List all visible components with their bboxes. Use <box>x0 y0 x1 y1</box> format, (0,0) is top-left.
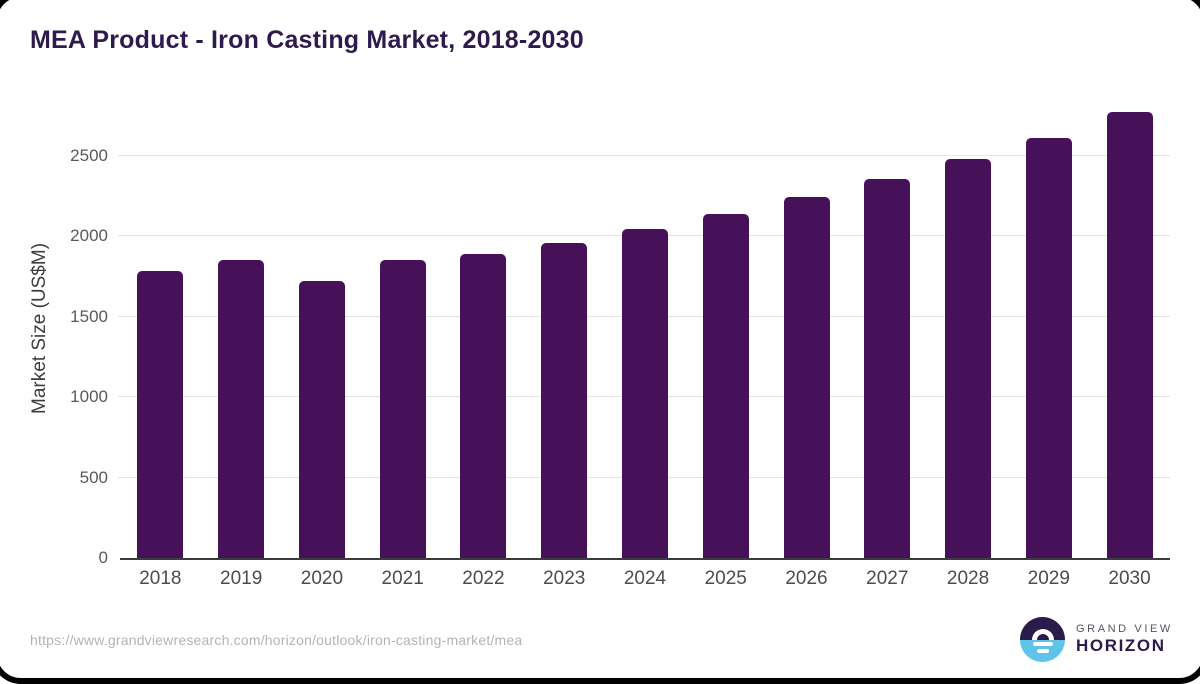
logo-horizon-text: HORIZON <box>1076 636 1166 656</box>
bar-2022 <box>460 254 507 558</box>
bar-column-2029 <box>1008 98 1089 558</box>
bar-column-2028 <box>928 98 1009 558</box>
bar-column-2030 <box>1089 98 1170 558</box>
bar-2028 <box>945 159 992 558</box>
bar-column-2021 <box>362 98 443 558</box>
y-tick-label-500: 500 <box>79 467 108 487</box>
source-url: https://www.grandviewresearch.com/horizo… <box>30 632 523 648</box>
sun-arch-icon <box>1031 628 1054 640</box>
reflection-bar-icon <box>1036 648 1049 653</box>
bars-container <box>120 98 1170 558</box>
x-tick-label-2029: 2029 <box>1027 568 1070 589</box>
x-tick-label-2021: 2021 <box>381 568 424 589</box>
y-tick-label-1500: 1500 <box>70 306 108 326</box>
bar-column-2026 <box>766 98 847 558</box>
gridline-2500 <box>118 154 1170 156</box>
bar-column-2022 <box>443 98 524 558</box>
bar-column-2027 <box>847 98 928 558</box>
reflection-bar-icon <box>1032 641 1053 646</box>
x-tick-label-2028: 2028 <box>946 568 990 589</box>
logo-grand-view-text: GRAND VIEW <box>1076 623 1173 636</box>
x-tick-label-2030: 2030 <box>1108 568 1151 589</box>
y-tick-label-1000: 1000 <box>70 387 108 407</box>
bar-2024 <box>621 229 668 558</box>
bar-2025 <box>702 213 749 558</box>
bar-2018 <box>137 270 184 558</box>
bar-column-2023 <box>524 98 605 558</box>
sunrise-logo-icon <box>1020 617 1065 662</box>
bar-column-2024 <box>605 98 686 558</box>
bar-column-2020 <box>282 98 363 558</box>
bar-2026 <box>783 196 830 558</box>
x-tick-label-2024: 2024 <box>623 568 667 589</box>
grandview-horizon-logo: GRAND VIEW HORIZON <box>1020 617 1173 662</box>
x-tick-label-2020: 2020 <box>300 568 344 589</box>
y-tick-label-0: 0 <box>98 548 108 567</box>
x-tick-label-2026: 2026 <box>785 568 828 589</box>
bar-chart <box>118 98 1170 560</box>
x-tick-label-2023: 2023 <box>543 568 586 589</box>
bar-2023 <box>541 242 588 558</box>
bar-column-2018 <box>120 98 201 558</box>
bar-2030 <box>1106 111 1153 558</box>
page-title: MEA Product - Iron Casting Market, 2018-… <box>30 26 584 54</box>
x-tick-label-2025: 2025 <box>704 568 747 589</box>
y-tick-label-2000: 2000 <box>70 226 108 246</box>
x-tick-label-2018: 2018 <box>139 568 182 589</box>
bar-2029 <box>1025 138 1072 558</box>
x-tick-label-2027: 2027 <box>866 568 909 589</box>
y-axis-ticks: 0 500 1000 1500 2000 2500 <box>0 98 108 567</box>
bar-2020 <box>298 281 345 558</box>
bar-2021 <box>379 260 426 558</box>
y-tick-label-2500: 2500 <box>70 145 108 165</box>
bar-2027 <box>864 179 911 558</box>
x-tick-label-2022: 2022 <box>462 568 505 589</box>
bar-2019 <box>218 260 265 558</box>
x-tick-label-2019: 2019 <box>220 568 263 589</box>
bar-column-2025 <box>685 98 766 558</box>
x-axis-labels: 2018 2019 2020 2021 2022 2023 2024 2025 2026 2027… <box>120 568 1170 590</box>
bar-column-2019 <box>201 98 282 558</box>
